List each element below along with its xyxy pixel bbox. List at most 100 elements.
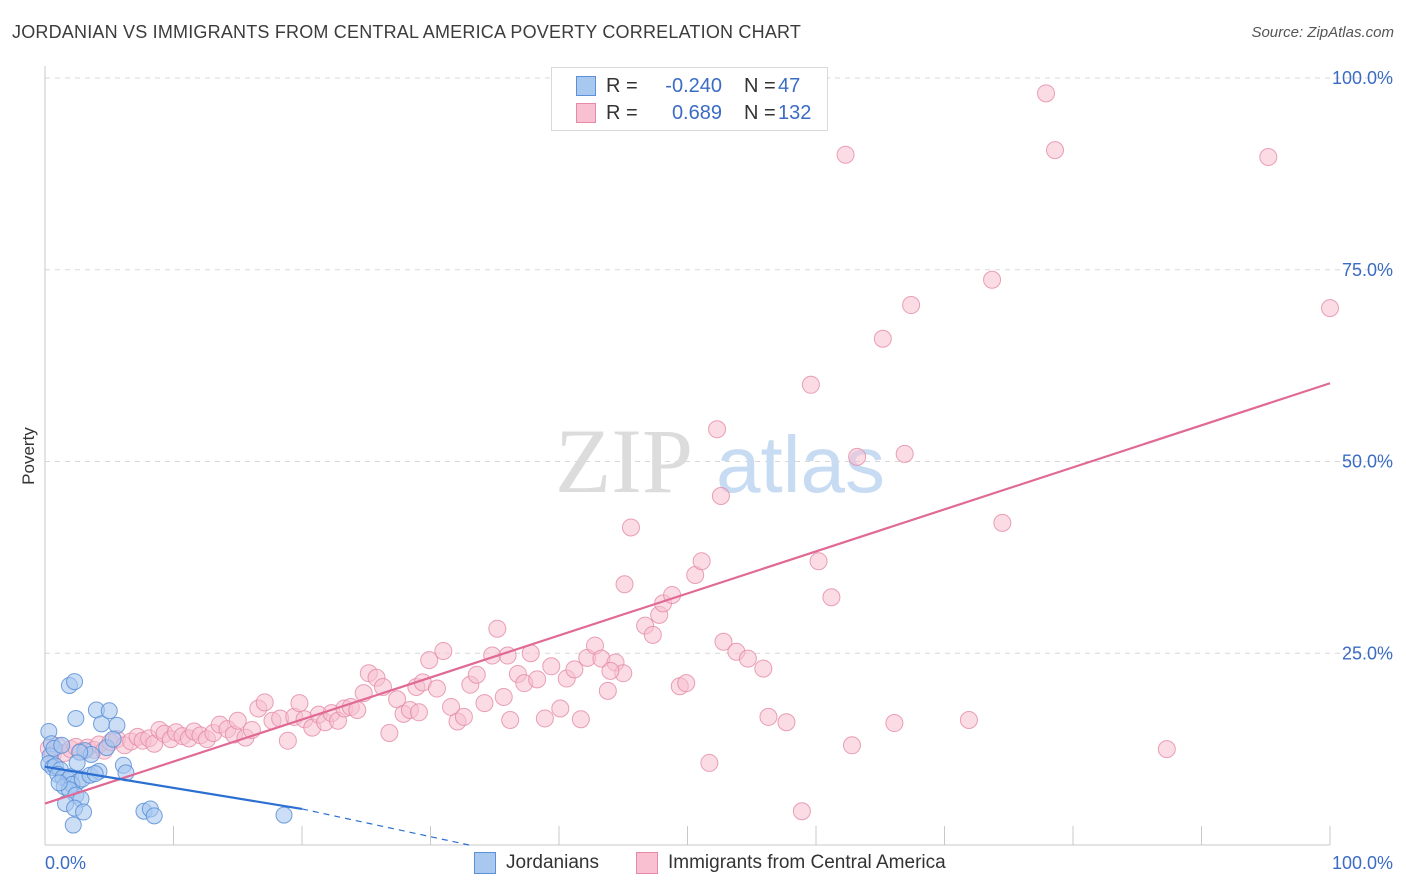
y-tick-label-75: 75.0% xyxy=(1342,260,1393,280)
central-america-point-90 xyxy=(621,518,640,537)
trend-lines xyxy=(44,382,1331,846)
legend-r-value: 0.689 xyxy=(671,101,722,124)
central-america-point-62 xyxy=(427,679,446,698)
central-america-point-119 xyxy=(895,444,914,463)
jordanian-point-40 xyxy=(275,806,293,824)
central-america-point-108 xyxy=(759,707,778,726)
central-america-point-129 xyxy=(601,661,620,680)
central-america-point-114 xyxy=(836,145,855,164)
legend-swatch-pink xyxy=(576,103,596,123)
x-tick-label-end: 100.0% xyxy=(1332,853,1393,873)
central-america-point-104 xyxy=(714,632,733,651)
central-america-trend-line xyxy=(44,382,1331,805)
jordanian-point-26 xyxy=(67,709,85,727)
central-america-point-100 xyxy=(692,552,711,571)
legend-r-value: -0.240 xyxy=(665,74,722,97)
jordanian-point-34 xyxy=(104,730,122,748)
series-legend-jordanians[interactable]: Jordanians xyxy=(474,852,599,874)
legend-swatch-blue xyxy=(576,76,596,96)
central-america-point-122 xyxy=(983,270,1002,289)
legend-row-central-america: R = 0.689 N = 132 xyxy=(576,101,811,125)
jordanian-point-42 xyxy=(53,736,71,754)
jordanians-label: Jordanians xyxy=(506,852,599,873)
central-america-point-32 xyxy=(228,711,247,730)
central-america-point-80 xyxy=(551,699,570,718)
central-america-point-72 xyxy=(494,687,513,706)
central-america-point-130 xyxy=(409,703,428,722)
jordanians-swatch xyxy=(474,852,496,874)
jordanian-point-23 xyxy=(64,816,82,834)
jordanian-trend-extension xyxy=(301,808,470,846)
legend-row-jordanian: R = -0.240 N = 47 xyxy=(576,74,800,98)
jordanian-trend-line xyxy=(44,765,303,811)
central-america-point-69 xyxy=(475,694,494,713)
source-label: Source: ZipAtlas.com xyxy=(1251,24,1394,41)
jordanian-point-29 xyxy=(100,702,118,720)
central-america-point-109 xyxy=(777,713,796,732)
central-america-point-41 xyxy=(290,694,309,713)
y-tick-label-50: 50.0% xyxy=(1342,452,1393,472)
legend-n-label: N = xyxy=(744,101,776,124)
central-america-point-55 xyxy=(380,724,399,743)
central-america-point-82 xyxy=(565,660,584,679)
legend-n-label: N = xyxy=(744,74,776,97)
central-america-point-117 xyxy=(873,329,892,348)
y-axis-label: Poverty xyxy=(19,427,38,485)
central-america-point-125 xyxy=(1046,141,1065,160)
x-tick-label-start: 0.0% xyxy=(45,853,86,873)
central-america-point-87 xyxy=(598,681,617,700)
central-america-point-103 xyxy=(711,487,730,506)
central-america-point-120 xyxy=(902,296,921,315)
series-legend-central-america[interactable]: Immigrants from Central America xyxy=(636,852,946,874)
central-america-point-116 xyxy=(848,447,867,466)
central-america-point-77 xyxy=(528,670,547,689)
central-america-point-110 xyxy=(792,802,811,821)
central-america-point-112 xyxy=(809,552,828,571)
correlation-legend: R = -0.240 N = 47 R = 0.689 N = 132 xyxy=(551,67,828,131)
central-america-point-111 xyxy=(801,375,820,394)
central-america-point-118 xyxy=(885,714,904,733)
central-america-point-63 xyxy=(434,641,453,660)
y-tick-label-100: 100.0% xyxy=(1332,68,1393,88)
central-america-point-93 xyxy=(643,625,662,644)
axes xyxy=(44,66,1331,846)
central-america-point-123 xyxy=(993,513,1012,532)
central-america-point-128 xyxy=(1321,299,1339,318)
grid-lines xyxy=(45,77,1393,654)
central-america-point-101 xyxy=(700,753,719,772)
central-america-point-121 xyxy=(959,710,978,729)
central-america-point-115 xyxy=(842,736,861,755)
legend-r-label: R = xyxy=(606,101,638,124)
jordanian-point-46 xyxy=(68,754,86,772)
central-america-point-107 xyxy=(754,659,773,678)
legend-n-value: 132 xyxy=(778,101,812,124)
jordanian-point-39 xyxy=(145,807,163,825)
central-america-point-73 xyxy=(501,710,520,729)
central-america-point-66 xyxy=(454,707,473,726)
central-america-point-78 xyxy=(535,709,554,728)
legend-n-value: 47 xyxy=(778,74,801,97)
jordanian-points xyxy=(40,673,293,834)
central-america-point-79 xyxy=(542,657,561,676)
central-america-point-126 xyxy=(1157,740,1176,759)
jordanian-point-45 xyxy=(50,774,68,792)
central-america-point-113 xyxy=(822,588,841,607)
central-america-point-127 xyxy=(1259,148,1278,167)
central-america-point-68 xyxy=(467,665,486,684)
central-america-point-102 xyxy=(708,420,727,439)
central-america-point-61 xyxy=(420,651,439,670)
central-america-point-36 xyxy=(255,693,274,712)
central-america-point-91 xyxy=(615,575,634,594)
central-america-point-124 xyxy=(1037,84,1056,103)
chart-title: JORDANIAN VS IMMIGRANTS FROM CENTRAL AME… xyxy=(12,22,802,42)
legend-r-label: R = xyxy=(606,74,638,97)
jordanian-point-22 xyxy=(75,803,93,821)
watermark-zip: ZIP xyxy=(555,410,693,512)
central-america-point-98 xyxy=(677,674,696,693)
central-america-point-39 xyxy=(278,731,297,750)
tick-labels: 25.0% 50.0% 75.0% 100.0% 0.0% 100.0% xyxy=(45,68,1393,873)
central-america-label: Immigrants from Central America xyxy=(668,852,946,873)
central-america-swatch xyxy=(636,852,658,874)
central-america-point-83 xyxy=(571,710,590,729)
y-tick-label-25: 25.0% xyxy=(1342,643,1393,663)
